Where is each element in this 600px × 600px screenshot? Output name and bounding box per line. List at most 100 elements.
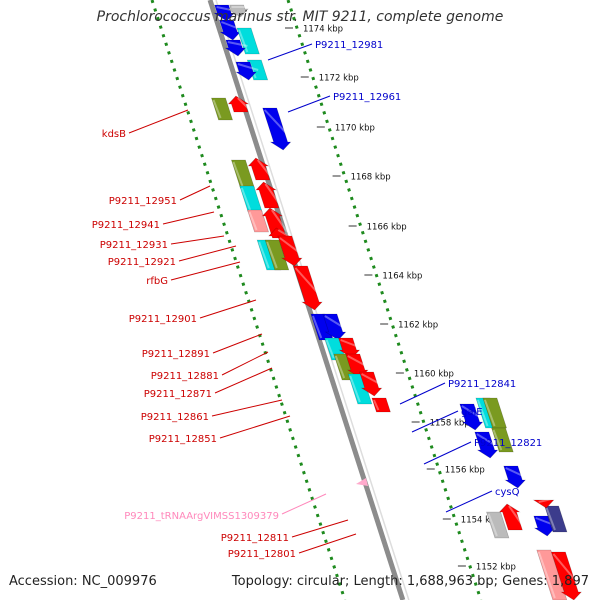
gene-highlight	[258, 241, 270, 269]
gene-label-left[interactable]: P9211_12871	[144, 367, 273, 400]
gene-block[interactable]	[486, 511, 510, 539]
gene-block[interactable]	[482, 397, 507, 429]
label-leader-line	[162, 211, 215, 225]
trna-marker[interactable]	[356, 478, 368, 486]
gene-arrow	[459, 403, 484, 431]
gene-block[interactable]	[277, 235, 305, 267]
gene-label-right[interactable]: P9211_12841	[399, 379, 516, 405]
gene-block[interactable]	[226, 4, 250, 18]
label-leader-line	[423, 441, 472, 465]
gene-arrow	[236, 27, 260, 55]
gene-label-left[interactable]: P9211_12881	[151, 351, 269, 382]
gene-block[interactable]	[371, 397, 391, 413]
gene-label-left[interactable]: P9211_12951	[109, 185, 211, 207]
topology-text: Topology: circular; Length: 1,688,963 bp…	[231, 574, 589, 589]
gene-label-text: P9211_12981	[315, 40, 383, 51]
gene-label-left[interactable]: P9211_12851	[149, 415, 291, 445]
accession-text: Accession: NC_009976	[9, 574, 157, 589]
gene-block[interactable]	[322, 313, 349, 341]
gene-block[interactable]	[255, 181, 282, 209]
gene-highlight	[212, 99, 222, 119]
gene-arrow	[322, 313, 347, 341]
gene-block[interactable]	[498, 503, 526, 531]
label-leader-line	[267, 43, 313, 61]
gene-label-left[interactable]: P9211_12861	[141, 399, 283, 423]
gene-arrow	[262, 107, 292, 151]
gene-label-right[interactable]: P9211_12961	[287, 92, 401, 113]
gene-block[interactable]	[262, 107, 294, 151]
gene-highlight	[325, 339, 335, 359]
gene-highlight	[537, 551, 556, 599]
gene-highlight	[476, 433, 501, 449]
gene-block[interactable]	[459, 403, 486, 431]
gene-block[interactable]	[474, 431, 501, 459]
gene-label-left[interactable]: P9211_12941	[92, 211, 215, 231]
gene-block[interactable]	[235, 61, 259, 81]
scale-tick-label: 1164 kbp	[382, 272, 422, 282]
gene-highlight	[277, 229, 289, 237]
gene-block[interactable]	[347, 373, 373, 405]
scale-tick-label: 1158 kbp	[430, 419, 470, 429]
gene-arrow	[536, 549, 568, 600]
gene-highlight	[237, 97, 251, 111]
gene-block[interactable]	[491, 427, 514, 453]
gene-block[interactable]	[359, 371, 385, 397]
gene-block[interactable]	[236, 27, 260, 55]
gene-block[interactable]	[536, 549, 568, 600]
gene-label-left[interactable]: P9211_12891	[142, 333, 263, 360]
gene-highlight	[545, 507, 556, 531]
gene-label-left[interactable]: P9211_12901	[129, 299, 257, 325]
gene-arrow	[474, 431, 499, 459]
gene-label-left[interactable]: kdsB	[102, 109, 189, 140]
gene-label-right[interactable]: galE	[411, 407, 483, 433]
gene-arrow	[544, 505, 568, 533]
gene-highlight	[264, 183, 282, 207]
gene-highlight	[505, 467, 528, 479]
gene-label-text: P9211_12931	[100, 240, 168, 251]
gene-label-left[interactable]: P9211_12931	[100, 235, 225, 251]
gene-block[interactable]	[224, 39, 248, 57]
gene-label-right[interactable]: cysQ	[445, 487, 520, 513]
gene-block[interactable]	[211, 97, 233, 121]
gene-highlight	[347, 355, 371, 369]
scale-tick-label: 1152 kbp	[476, 563, 516, 573]
gene-label-right[interactable]: P9211_12981	[267, 40, 383, 61]
gene-highlight	[461, 405, 486, 421]
gene-arrow	[498, 503, 523, 531]
gene-block[interactable]	[551, 551, 585, 600]
gene-block[interactable]	[532, 497, 556, 509]
gene-label-left[interactable]: P9211_12811	[221, 519, 349, 544]
gene-label-right[interactable]: P9211_12821	[423, 438, 542, 465]
gene-block[interactable]	[227, 95, 251, 113]
trna-label[interactable]: P9211_tRNAArgVIMSS1309379	[124, 493, 327, 522]
gene-block[interactable]	[247, 209, 269, 233]
gene-arrow	[293, 265, 323, 311]
gene-block[interactable]	[239, 185, 263, 213]
gene-block[interactable]	[231, 159, 255, 189]
label-leader-line	[445, 490, 493, 513]
gene-block[interactable]	[247, 157, 273, 181]
gene-label-left[interactable]: rfbG	[146, 261, 241, 287]
gene-block[interactable]	[264, 239, 290, 271]
gene-label-text: P9211_12801	[228, 549, 296, 560]
gene-highlight	[294, 267, 325, 301]
gene-arrow	[239, 185, 263, 213]
scale-tick-label: 1166 kbp	[367, 223, 407, 233]
gene-block[interactable]	[293, 265, 325, 311]
gene-label-left[interactable]: P9211_12921	[108, 245, 237, 268]
gene-label-left[interactable]: P9211_12801	[228, 533, 357, 560]
scale-track-inner	[150, 0, 347, 600]
label-leader-line	[399, 382, 446, 405]
label-leader-line	[128, 109, 189, 134]
label-leader-line	[219, 415, 291, 439]
gene-label-text: P9211_12951	[109, 196, 177, 207]
gene-highlight	[232, 161, 244, 187]
gene-highlight	[552, 553, 585, 591]
gene-highlight	[240, 187, 252, 211]
gene-block[interactable]	[503, 465, 528, 489]
gene-label-text: P9211_12861	[141, 412, 209, 423]
gene-block[interactable]	[544, 505, 568, 533]
gene-label-text: P9211_12941	[92, 220, 160, 231]
gene-highlight	[248, 211, 258, 231]
